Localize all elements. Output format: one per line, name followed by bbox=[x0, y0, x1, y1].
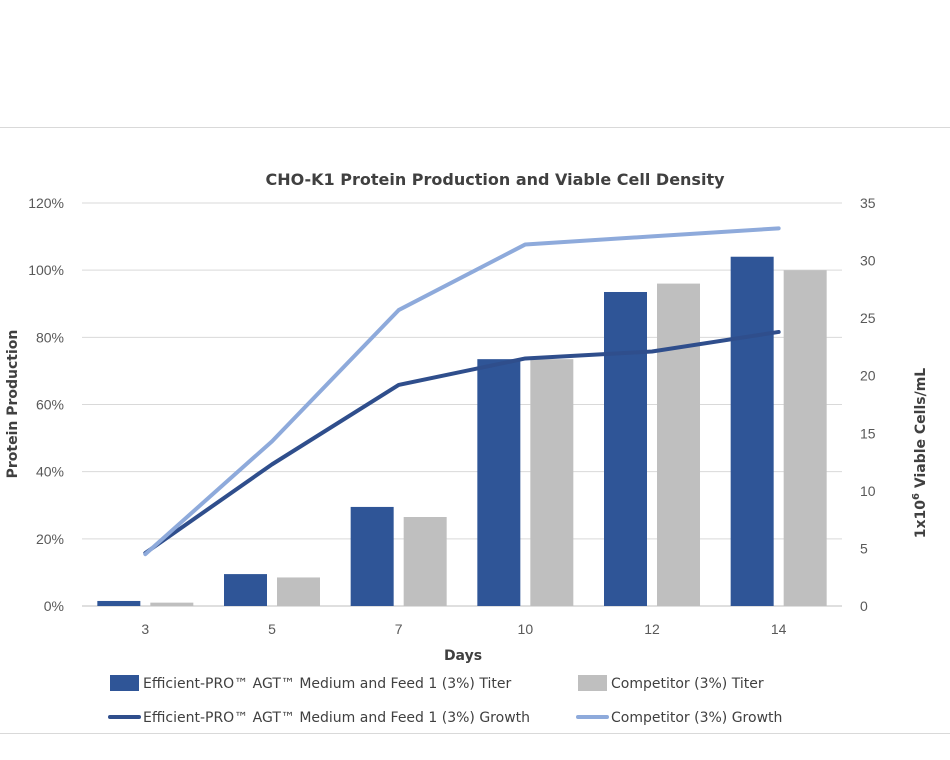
bar-efficient-pro-titer bbox=[604, 291, 647, 606]
bars bbox=[97, 256, 827, 606]
y-tick-label: 40% bbox=[36, 464, 64, 480]
bar-competitor-titer bbox=[783, 270, 827, 606]
bar-competitor-titer bbox=[403, 517, 447, 606]
legend: Efficient-PRO™ AGT™ Medium and Feed 1 (3… bbox=[108, 675, 782, 726]
y2-tick-label: 0 bbox=[860, 598, 868, 614]
y2-axis-title-suffix: Viable Cells/mL bbox=[913, 368, 929, 493]
x-tick-label: 10 bbox=[518, 621, 534, 637]
bar-efficient-pro-titer bbox=[477, 359, 521, 606]
series-lines bbox=[143, 226, 781, 557]
bar-efficient-pro-titer bbox=[730, 256, 774, 606]
y-tick-label: 120% bbox=[28, 195, 64, 211]
y-tick-label: 100% bbox=[28, 262, 64, 278]
x-tick-label: 5 bbox=[268, 621, 276, 637]
y2-tick-label: 25 bbox=[860, 310, 876, 326]
legend-efficient-pro-titer-swatch bbox=[110, 675, 139, 691]
x-tick-label: 12 bbox=[644, 621, 660, 637]
x-axis-ticks: 3 5 7 10 12 14 bbox=[141, 621, 786, 637]
legend-efficient-pro-titer-label: Efficient-PRO™ AGT™ Medium and Feed 1 (3… bbox=[143, 676, 511, 692]
line-competitor-growth bbox=[143, 226, 781, 557]
y2-tick-label: 35 bbox=[860, 195, 876, 211]
line-efficient-pro-growth bbox=[143, 329, 781, 556]
bar-efficient-pro-titer bbox=[224, 574, 267, 606]
y-tick-label: 0% bbox=[44, 598, 64, 614]
bar-competitor-titer bbox=[277, 577, 320, 606]
y2-axis-title-prefix: 1x10 bbox=[913, 500, 929, 539]
y2-tick-label: 10 bbox=[860, 483, 876, 499]
legend-competitor-titer-swatch bbox=[578, 675, 607, 691]
bar-competitor-titer bbox=[530, 359, 574, 606]
y-axis-title: Protein Production bbox=[5, 330, 21, 479]
y2-tick-label: 5 bbox=[860, 540, 868, 556]
legend-efficient-pro-growth-label: Efficient-PRO™ AGT™ Medium and Feed 1 (3… bbox=[143, 710, 530, 726]
chart-title: CHO-K1 Protein Production and Viable Cel… bbox=[265, 170, 725, 189]
bar-efficient-pro-titer bbox=[97, 600, 141, 606]
bar-competitor-titer bbox=[657, 283, 700, 606]
legend-competitor-titer-label: Competitor (3%) Titer bbox=[611, 676, 764, 692]
left-axis-ticks: 0% 20% 40% 60% 80% 100% 120% bbox=[28, 195, 64, 614]
x-tick-label: 14 bbox=[771, 621, 787, 637]
x-tick-label: 7 bbox=[395, 621, 403, 637]
top-divider bbox=[0, 127, 950, 128]
y2-axis-title: 1x106 Viable Cells/mL bbox=[911, 368, 929, 539]
y2-tick-label: 20 bbox=[860, 368, 876, 384]
y2-axis-title-superscript: 6 bbox=[911, 493, 922, 500]
y-tick-label: 20% bbox=[36, 531, 64, 547]
y-tick-label: 60% bbox=[36, 397, 64, 413]
y-tick-label: 80% bbox=[36, 329, 64, 345]
y2-tick-label: 15 bbox=[860, 425, 876, 441]
legend-competitor-growth-label: Competitor (3%) Growth bbox=[611, 710, 782, 726]
x-tick-label: 3 bbox=[141, 621, 149, 637]
bottom-divider bbox=[0, 733, 950, 734]
right-axis-ticks: 0 5 10 15 20 25 30 35 bbox=[860, 195, 876, 614]
y2-tick-label: 30 bbox=[860, 253, 876, 269]
x-axis-title: Days bbox=[444, 648, 482, 664]
bar-efficient-pro-titer bbox=[350, 506, 394, 606]
gridlines bbox=[82, 202, 842, 607]
bar-competitor-titer bbox=[150, 602, 194, 606]
